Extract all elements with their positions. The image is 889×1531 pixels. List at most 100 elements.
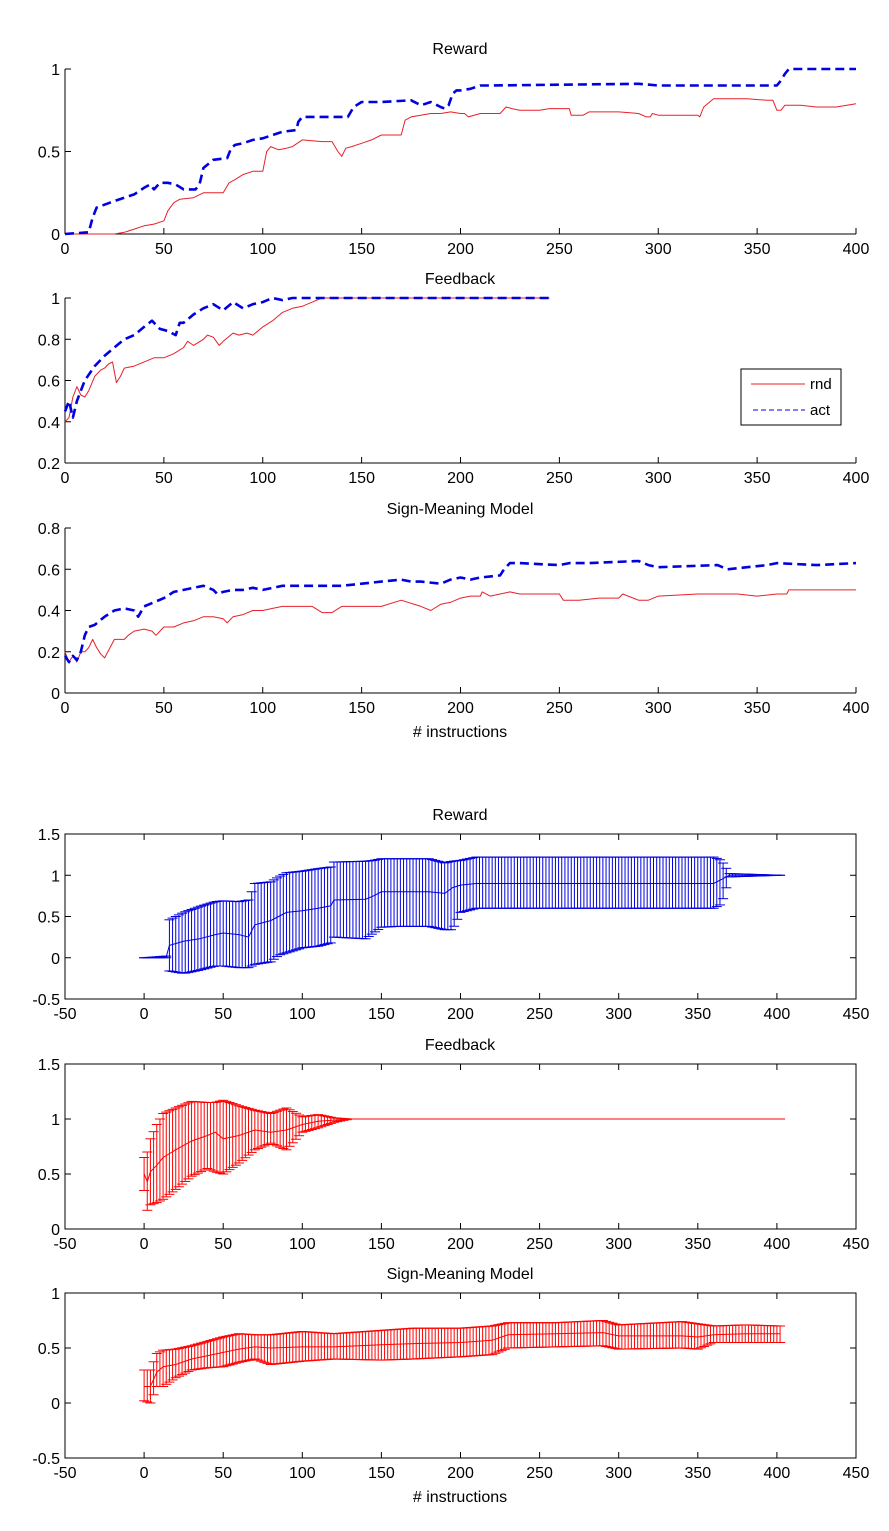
x-tick-label: 50 — [214, 1465, 232, 1482]
legend-box — [740, 368, 842, 426]
series-line-rnd — [64, 589, 856, 663]
errorbars — [139, 856, 786, 974]
y-tick-label: 1 — [51, 291, 60, 308]
series-line-act — [63, 559, 857, 664]
chart-title: Sign-Meaning Model — [387, 1266, 534, 1283]
x-tick-label: 100 — [289, 1465, 316, 1482]
errorbar — [708, 856, 719, 909]
series-line-rnd — [64, 297, 550, 423]
series-line-act — [64, 67, 856, 236]
y-tick-label: 0 — [51, 951, 60, 968]
y-tick-label: 0 — [51, 227, 60, 244]
x-tick-label: 400 — [764, 1236, 791, 1253]
panel-sign-meaning-line: Sign-Meaning Model 0 50 100 150 200 250 300 350… — [38, 501, 870, 741]
x-tick-label: 350 — [684, 1465, 711, 1482]
x-tick-label: -50 — [53, 1465, 76, 1482]
x-tick-label: 350 — [684, 1236, 711, 1253]
x-tick-label: 100 — [249, 470, 276, 487]
x-tick-label: 100 — [289, 1236, 316, 1253]
y-tick-label: 0.5 — [38, 1167, 60, 1184]
y-tick-label: 0.5 — [38, 910, 60, 927]
plot-area: 0 50 100 150 200 250 300 350 400 0 0.2 0.4 0.6 0.8 — [38, 521, 870, 717]
y-tick-label: 1 — [51, 868, 60, 885]
errorbar — [721, 867, 732, 889]
chart-title: Feedback — [425, 1037, 496, 1054]
y-tick-label: 0.4 — [38, 415, 60, 432]
x-tick-label: -50 — [53, 1006, 76, 1023]
x-tick-label: 450 — [843, 1236, 870, 1253]
errorbar — [230, 1104, 241, 1166]
axes: 0 50 100 150 200 250 300 350 400 0 0.5 1 — [38, 62, 870, 258]
x-tick-label: 0 — [61, 470, 70, 487]
plot-area: -50 0 50 100 150 200 250 300 350 400 450 -0.5 0 0.5 1 1… — [32, 827, 869, 1023]
x-tick-label: 350 — [744, 470, 771, 487]
x-tick-label: -50 — [53, 1236, 76, 1253]
x-tick-label: 200 — [447, 1236, 474, 1253]
errorbar — [711, 857, 722, 908]
errorbar — [284, 1109, 295, 1147]
legend-label-rnd: rnd — [810, 376, 832, 393]
axes: -50 0 50 100 150 200 250 300 350 400 450 -0.5 0 0.5 1 1… — [32, 827, 869, 1023]
plot-area: 0 50 100 150 200 250 300 350 400 0.2 0.4 0.6 0.8 1 — [38, 291, 870, 487]
x-tick-label: 150 — [368, 1236, 395, 1253]
panel-feedback-line: Feedback 0 50 100 150 200 250 300 350 4000.20.40… — [38, 271, 870, 487]
y-tick-label: 0.5 — [38, 145, 60, 162]
axes: -50 0 50 100 150 200 250 300 350 400 450 -0.5 0 0.5 1 — [32, 1286, 869, 1482]
x-tick-label: 400 — [764, 1006, 791, 1023]
mean-line — [144, 874, 781, 959]
errorbar — [240, 1107, 251, 1159]
x-tick-label: 150 — [348, 470, 375, 487]
errorbars — [139, 1320, 786, 1404]
x-tick-label: 150 — [348, 241, 375, 258]
x-tick-label: 200 — [447, 241, 474, 258]
x-tick-label: 400 — [764, 1465, 791, 1482]
plot-area: 0 50 100 150 200 250 300 350 400 0 0.5 1 — [38, 62, 870, 258]
x-tick-label: 50 — [155, 700, 173, 717]
x-tick-label: 50 — [214, 1006, 232, 1023]
x-tick-label: 400 — [843, 241, 870, 258]
x-tick-label: 400 — [843, 470, 870, 487]
legend-label-act: act — [810, 402, 831, 419]
x-tick-label: 0 — [140, 1006, 149, 1023]
series-line-rnd — [65, 98, 857, 235]
x-tick-label: 50 — [214, 1236, 232, 1253]
x-tick-label: 150 — [368, 1465, 395, 1482]
x-tick-label: 300 — [645, 470, 672, 487]
x-tick-label: 250 — [546, 700, 573, 717]
panel-feedback-errorbar: Feedback -50 0 50 100 150 200 250 300 350 400 4500… — [38, 1037, 870, 1253]
errorbar — [234, 1105, 245, 1164]
errorbar — [253, 1110, 264, 1149]
y-tick-label: 0.2 — [38, 645, 60, 662]
x-tick-label: 250 — [526, 1465, 553, 1482]
errorbar — [227, 1103, 238, 1168]
errorbar — [718, 862, 729, 900]
axes: 0 50 100 150 200 250 300 350 400 0 0.2 0.4 0.6 0.8 — [38, 521, 870, 717]
y-tick-label: 0.2 — [38, 456, 60, 473]
x-tick-label: 50 — [155, 470, 173, 487]
errorbar — [237, 1106, 248, 1161]
errorbar — [714, 859, 725, 906]
x-tick-label: 0 — [61, 700, 70, 717]
y-tick-label: 1 — [51, 1112, 60, 1129]
x-tick-label: 250 — [546, 241, 573, 258]
x-tick-label: 300 — [605, 1006, 632, 1023]
x-tick-label: 150 — [368, 1006, 395, 1023]
y-tick-label: 1.5 — [38, 827, 60, 844]
x-tick-label: 450 — [843, 1006, 870, 1023]
x-tick-label: 0 — [140, 1236, 149, 1253]
errorbar — [281, 1107, 292, 1151]
x-tick-label: 300 — [605, 1236, 632, 1253]
x-tick-label: 250 — [526, 1006, 553, 1023]
errorbar — [775, 1325, 786, 1343]
axes: 0 50 100 150 200 250 300 350 400 0.2 0.4 0.6 0.8 1 — [38, 291, 870, 487]
x-tick-label: 100 — [249, 700, 276, 717]
errorbar — [221, 1100, 232, 1173]
y-tick-label: 0.8 — [38, 332, 60, 349]
x-tick-label: 300 — [645, 241, 672, 258]
x-tick-label: 450 — [843, 1465, 870, 1482]
x-tick-label: 350 — [744, 241, 771, 258]
x-tick-label: 50 — [155, 241, 173, 258]
errorbar — [287, 1111, 298, 1144]
plot-area: -50 0 50 100 150 200 250 300 350 400 450 -0.5 0 0.5 1 — [32, 1286, 869, 1482]
